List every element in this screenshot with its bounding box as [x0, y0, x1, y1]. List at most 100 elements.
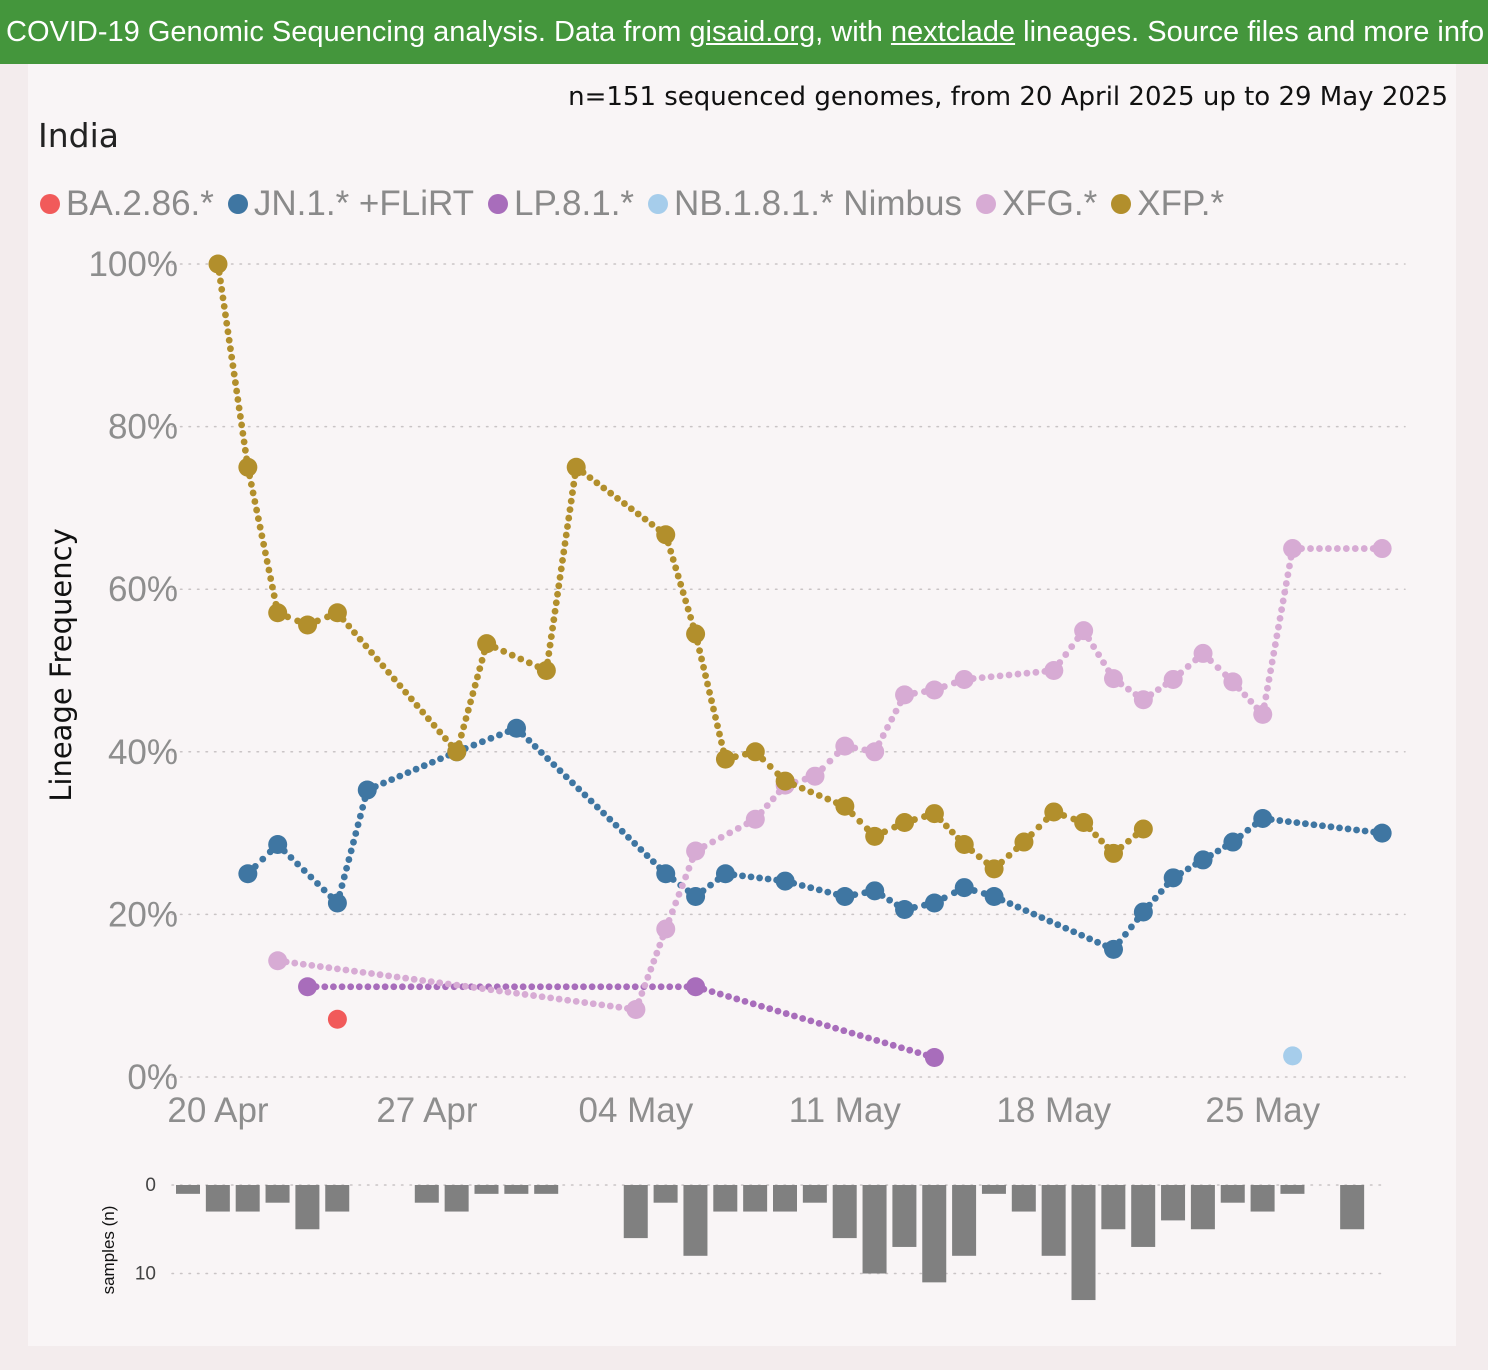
- series-connector-dot: [1030, 910, 1038, 918]
- data-point[interactable]: [298, 615, 318, 635]
- series-connector-dot: [259, 855, 267, 863]
- data-point[interactable]: [924, 1047, 944, 1067]
- data-point[interactable]: [1163, 868, 1183, 888]
- legend-item[interactable]: LP.8.1.*: [488, 184, 634, 224]
- data-point[interactable]: [686, 977, 706, 997]
- data-point[interactable]: [715, 749, 735, 769]
- data-point[interactable]: [656, 919, 676, 939]
- data-point[interactable]: [984, 859, 1004, 879]
- data-point[interactable]: [1014, 832, 1034, 852]
- data-point[interactable]: [268, 951, 288, 971]
- data-point[interactable]: [327, 893, 347, 913]
- data-point[interactable]: [1372, 823, 1392, 843]
- data-point[interactable]: [1193, 850, 1213, 870]
- data-point[interactable]: [984, 887, 1004, 907]
- data-point[interactable]: [895, 900, 915, 920]
- data-point[interactable]: [775, 771, 795, 791]
- data-point[interactable]: [357, 780, 377, 800]
- data-point[interactable]: [1283, 539, 1303, 559]
- data-point[interactable]: [745, 742, 765, 762]
- data-point[interactable]: [238, 457, 258, 477]
- nextclade-link[interactable]: nextclade: [890, 16, 1016, 48]
- legend-item[interactable]: XFP.*: [1111, 184, 1224, 224]
- data-point[interactable]: [477, 634, 497, 654]
- data-point[interactable]: [238, 864, 258, 884]
- data-point[interactable]: [268, 834, 288, 854]
- data-point[interactable]: [686, 841, 706, 861]
- data-point[interactable]: [208, 254, 228, 274]
- data-point[interactable]: [298, 977, 318, 997]
- data-point[interactable]: [1283, 1046, 1303, 1066]
- data-point[interactable]: [835, 736, 855, 756]
- series-connector-dot: [614, 983, 622, 991]
- data-point[interactable]: [656, 525, 676, 545]
- data-point[interactable]: [865, 881, 885, 901]
- gisaid-link[interactable]: gisaid.org: [689, 16, 816, 48]
- legend-item[interactable]: BA.2.86.*: [40, 184, 214, 224]
- series-connector-dot: [1046, 917, 1054, 925]
- data-point[interactable]: [566, 457, 586, 477]
- data-point[interactable]: [1074, 813, 1094, 833]
- data-point[interactable]: [686, 887, 706, 907]
- data-point[interactable]: [1253, 808, 1273, 828]
- series-connector-dot: [764, 875, 772, 883]
- data-point[interactable]: [1074, 621, 1094, 641]
- data-point[interactable]: [1133, 690, 1153, 710]
- data-point[interactable]: [507, 718, 526, 738]
- data-point[interactable]: [327, 1009, 347, 1029]
- series-connector-dot: [338, 882, 346, 890]
- data-point[interactable]: [1163, 669, 1183, 689]
- data-point[interactable]: [895, 685, 915, 705]
- data-point[interactable]: [1253, 704, 1273, 724]
- data-point[interactable]: [536, 661, 556, 680]
- data-point[interactable]: [1372, 539, 1392, 559]
- data-point[interactable]: [835, 796, 855, 816]
- sample-bar: [623, 1185, 648, 1239]
- data-point[interactable]: [954, 878, 974, 898]
- legend-item[interactable]: NB.1.8.1.* Nimbus: [648, 184, 962, 224]
- data-point[interactable]: [1104, 669, 1123, 689]
- data-point[interactable]: [1104, 843, 1123, 863]
- data-point[interactable]: [686, 624, 706, 644]
- data-point[interactable]: [1133, 902, 1153, 922]
- data-point[interactable]: [954, 669, 974, 689]
- legend-item[interactable]: JN.1.* +FLiRT: [227, 184, 474, 224]
- data-point[interactable]: [268, 603, 288, 623]
- data-point[interactable]: [1044, 802, 1064, 822]
- series-connector-dot: [560, 548, 568, 556]
- data-point[interactable]: [1133, 819, 1153, 839]
- data-point[interactable]: [954, 834, 974, 854]
- data-point[interactable]: [1223, 832, 1243, 852]
- series-connector-dot: [631, 983, 639, 991]
- data-point[interactable]: [924, 680, 944, 700]
- data-point[interactable]: [715, 864, 735, 884]
- y-tick-label: 0%: [127, 1058, 178, 1097]
- data-point[interactable]: [745, 809, 765, 829]
- data-point[interactable]: [327, 603, 347, 623]
- series-connector-dot: [487, 734, 495, 742]
- sample-bar: [205, 1185, 230, 1212]
- series-connector-dot: [1128, 923, 1135, 931]
- data-point[interactable]: [865, 826, 885, 846]
- data-point[interactable]: [1193, 643, 1213, 663]
- data-point[interactable]: [1223, 672, 1243, 692]
- series-connector-dot: [508, 651, 516, 659]
- legend-item[interactable]: XFG.*: [975, 184, 1097, 224]
- series-connector-dot: [340, 873, 348, 881]
- data-point[interactable]: [1044, 661, 1064, 680]
- series-connector-dot: [726, 829, 734, 837]
- data-point[interactable]: [656, 864, 676, 884]
- data-point[interactable]: [1104, 939, 1123, 959]
- data-point[interactable]: [924, 804, 944, 824]
- data-point[interactable]: [895, 813, 915, 833]
- data-point[interactable]: [835, 887, 855, 907]
- series-connector-dot: [330, 983, 337, 991]
- data-point[interactable]: [447, 742, 467, 762]
- data-point[interactable]: [924, 893, 944, 913]
- data-point[interactable]: [626, 1000, 646, 1020]
- data-point[interactable]: [865, 742, 885, 762]
- series-connector-dot: [1035, 823, 1043, 831]
- data-point[interactable]: [775, 871, 795, 891]
- series-connector-dot: [557, 565, 565, 573]
- data-point[interactable]: [805, 766, 825, 786]
